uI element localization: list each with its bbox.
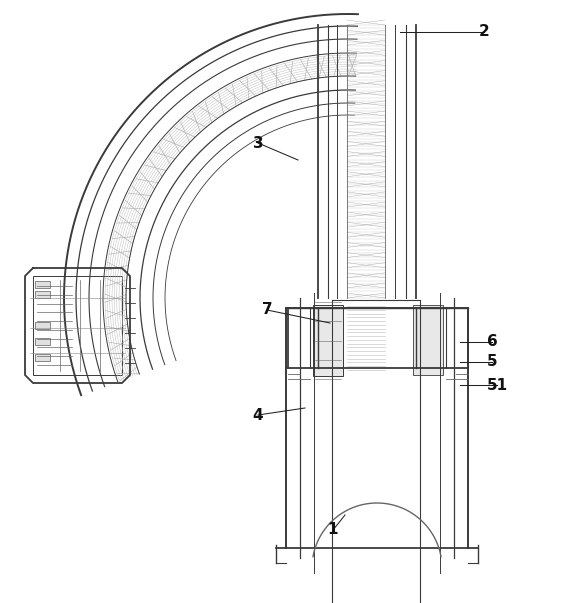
- Text: 1: 1: [328, 523, 338, 537]
- Text: 6: 6: [487, 335, 497, 350]
- Bar: [35, 291, 50, 298]
- Text: 3: 3: [253, 136, 263, 151]
- Bar: [35, 354, 50, 361]
- Bar: [413, 305, 443, 375]
- Bar: [35, 281, 50, 288]
- Text: 4: 4: [253, 408, 263, 423]
- Text: 7: 7: [262, 303, 272, 318]
- Text: 5: 5: [487, 355, 497, 370]
- Bar: [35, 338, 50, 345]
- Bar: [35, 322, 50, 329]
- Bar: [33, 276, 122, 375]
- Text: 2: 2: [479, 25, 490, 40]
- Bar: [313, 305, 343, 376]
- Text: 51: 51: [486, 377, 508, 393]
